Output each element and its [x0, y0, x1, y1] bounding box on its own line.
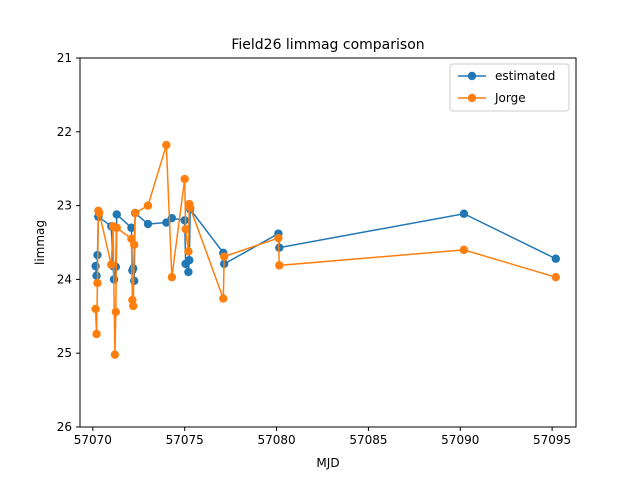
legend-marker [467, 93, 477, 103]
y-axis-label: limmag [33, 220, 47, 265]
series-estimated [91, 205, 560, 286]
data-point [129, 240, 139, 249]
data-point [459, 245, 469, 255]
x-tick-label: 57080 [257, 433, 295, 447]
x-axis-ticks: 57070 57075 57080 57085 57090 57095 [74, 427, 571, 447]
data-point [107, 260, 116, 269]
data-point [167, 272, 177, 282]
data-point [180, 216, 189, 225]
data-point [91, 304, 100, 314]
y-tick-label: 26 [57, 420, 72, 434]
data-point [220, 252, 229, 261]
x-tick-label: 57075 [166, 433, 204, 447]
data-point [130, 208, 140, 218]
data-point [112, 210, 121, 219]
x-tick-label: 57070 [74, 433, 112, 447]
x-axis-label: MJD [316, 456, 339, 470]
data-point [95, 208, 104, 218]
y-tick-label: 23 [57, 199, 72, 213]
data-point [551, 272, 560, 282]
data-point [181, 225, 190, 234]
data-point [551, 254, 560, 263]
data-point [186, 203, 195, 213]
data-point [93, 278, 102, 288]
x-tick-label: 57095 [533, 433, 571, 447]
y-tick-label: 22 [57, 125, 72, 139]
y-axis-ticks: 21 22 23 24 25 26 [57, 51, 80, 434]
data-point [129, 301, 138, 311]
data-point [184, 247, 193, 256]
legend-label: Jorge [494, 91, 526, 105]
legend: estimated Jorge [449, 63, 570, 112]
data-point [274, 233, 283, 243]
y-tick-label: 24 [57, 272, 72, 286]
data-point [92, 329, 101, 339]
legend-label: estimated [495, 69, 555, 83]
x-tick-label: 57090 [441, 433, 479, 447]
data-point [110, 350, 120, 359]
chart-title: Field26 limmag comparison [231, 37, 424, 53]
series-line [94, 144, 557, 355]
data-point [162, 140, 171, 150]
data-point [219, 294, 228, 303]
legend-marker [467, 71, 477, 81]
data-point [111, 307, 121, 317]
axes-frame [79, 57, 577, 428]
data-point [185, 256, 194, 265]
series-layer [91, 140, 560, 359]
x-tick-label: 57085 [349, 433, 387, 447]
y-tick-label: 21 [57, 51, 72, 65]
series-jorge [91, 140, 560, 359]
data-point [143, 219, 153, 229]
data-point [143, 201, 153, 210]
y-tick-label: 25 [57, 346, 72, 360]
data-point [180, 174, 189, 184]
data-point [127, 223, 136, 232]
data-point [184, 267, 193, 277]
data-point [112, 223, 121, 232]
data-point [92, 271, 101, 280]
data-point [275, 261, 284, 270]
data-point [91, 261, 100, 271]
data-point [459, 209, 469, 218]
plot-area [79, 57, 577, 428]
